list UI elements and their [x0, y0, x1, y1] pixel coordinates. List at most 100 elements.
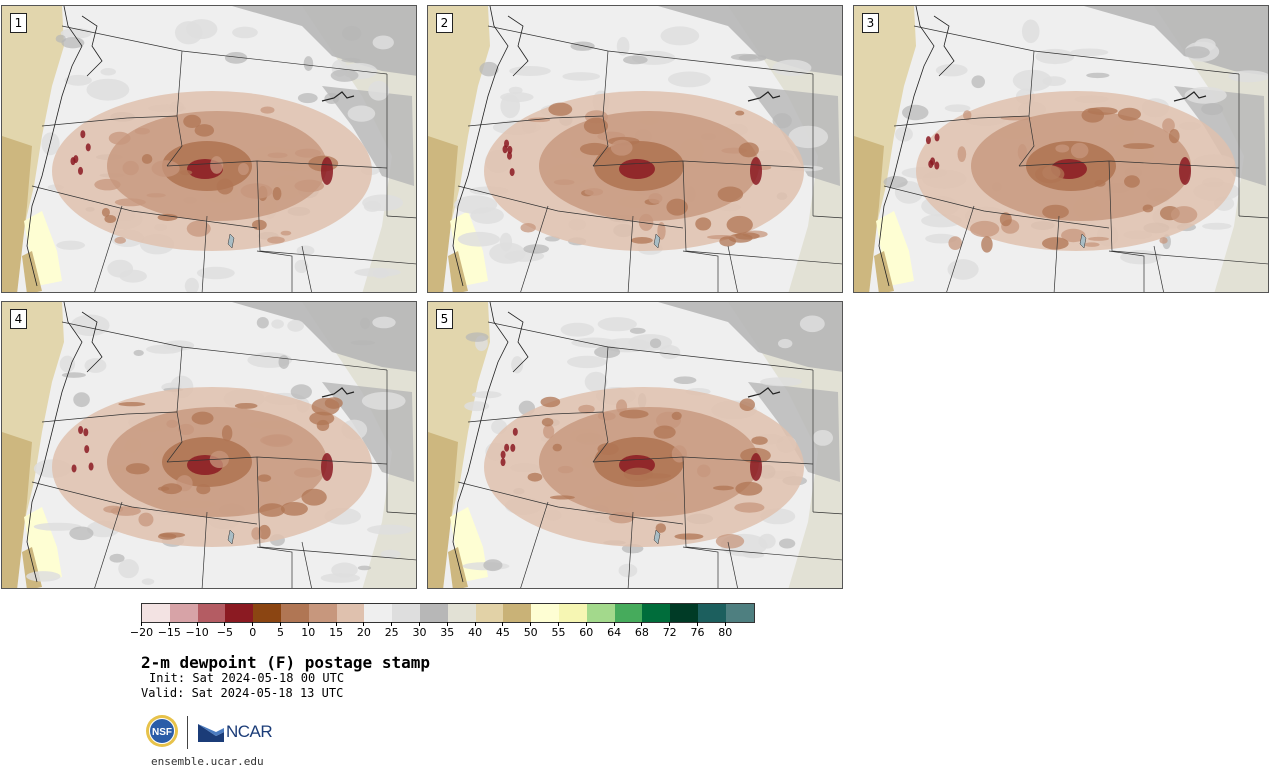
member-panel-4: 4	[1, 301, 417, 589]
dry-spot	[925, 136, 931, 145]
dry-patch	[735, 481, 763, 496]
moisture-patch	[59, 355, 76, 373]
valley-edge	[22, 251, 42, 292]
colorbar-swatch	[531, 604, 559, 622]
moisture-patch	[1184, 86, 1227, 104]
moisture-patch	[297, 92, 318, 104]
dry-spot	[934, 161, 940, 170]
colorbar-tick-label: 55	[551, 626, 566, 639]
colorbar-swatch	[308, 604, 337, 622]
dry-patch	[608, 511, 635, 524]
colorbar-tick	[502, 622, 504, 626]
dry-patch	[146, 193, 166, 198]
state-boundary	[256, 546, 293, 588]
dry-patch	[963, 110, 972, 121]
moist-region-north	[1084, 6, 1268, 76]
colorbar-tick-label: −5	[216, 626, 233, 639]
dry-patch	[114, 198, 146, 207]
dry-patch	[1123, 143, 1155, 150]
moisture-patch	[303, 56, 314, 71]
lake	[653, 233, 661, 249]
state-boundary	[467, 115, 604, 127]
dry-patch	[1087, 236, 1110, 241]
moist-region-north	[232, 6, 416, 76]
dry-spot	[500, 450, 506, 459]
dry-spot	[88, 462, 94, 471]
colorbar-tick	[196, 622, 198, 626]
dry-patch	[178, 423, 195, 436]
dry-patch	[671, 411, 682, 421]
dewpoint-map	[2, 302, 416, 588]
moisture-patch	[278, 355, 290, 369]
coastline	[452, 6, 509, 287]
init-time: Init: Sat 2024-05-18 00 UTC	[149, 671, 345, 685]
moisture-patch	[560, 322, 595, 337]
moisture-patch	[935, 64, 968, 77]
state-boundary	[457, 481, 684, 525]
colorbar-tick	[724, 622, 726, 626]
colorbar-tick-label: −10	[185, 626, 209, 639]
coast-region	[854, 136, 884, 292]
plains-region	[302, 302, 416, 588]
colorbar-swatch	[670, 604, 698, 622]
dry-patch	[520, 222, 536, 233]
state-boundary	[386, 215, 416, 219]
moisture-patch	[457, 231, 501, 247]
dry-patch	[151, 160, 180, 177]
moisture-patch	[141, 578, 155, 585]
colorbar-tick-label: 45	[495, 626, 510, 639]
moisture-patch	[224, 51, 248, 64]
moisture-patch	[357, 565, 372, 571]
ncar-mark-icon	[198, 724, 224, 742]
coast-region	[428, 432, 458, 588]
moisture-patch	[523, 244, 550, 254]
coast-region	[2, 432, 32, 588]
coastline	[26, 6, 83, 287]
dry-patch	[1042, 204, 1069, 219]
dry-patch	[981, 236, 993, 253]
sound-coastline	[81, 15, 103, 77]
moisture-patch	[760, 377, 803, 387]
dry-patch	[216, 178, 234, 195]
plains-region	[302, 6, 416, 292]
moisture-patch	[290, 384, 312, 400]
moisture-patch	[347, 105, 376, 122]
dry-patch	[616, 399, 628, 414]
colorbar-tick	[307, 622, 309, 626]
dry-patch	[540, 396, 561, 408]
dry-patch	[548, 102, 573, 116]
colorbar-tick	[419, 622, 420, 626]
state-boundary	[41, 115, 178, 127]
dry-patch	[138, 512, 154, 527]
colorbar-swatch	[447, 604, 476, 622]
dry-patch	[657, 222, 666, 240]
dewpoint-map	[428, 302, 842, 588]
moisture-patch	[380, 549, 401, 559]
dry-core	[619, 159, 655, 179]
state-boundary	[457, 185, 684, 229]
colorbar-tick	[669, 622, 671, 626]
sound-coastline	[933, 15, 955, 77]
dry-patch	[280, 230, 292, 236]
moisture-patch	[509, 66, 551, 76]
dry-patch	[157, 213, 178, 221]
moisture-patch	[41, 132, 60, 156]
dry-patch	[309, 411, 335, 426]
dry-patch	[527, 472, 543, 482]
coastline	[26, 302, 83, 583]
dry-patch	[717, 186, 744, 203]
dry-patch	[1124, 175, 1140, 188]
colorbar-swatch	[642, 604, 671, 622]
colorbar-swatch	[197, 604, 226, 622]
state-boundary	[1153, 245, 1164, 292]
moisture-patch	[772, 113, 792, 129]
state-boundary	[1018, 50, 1035, 167]
moisture-patch	[777, 338, 793, 349]
moisture-patch	[1120, 250, 1161, 265]
sound-coastline	[507, 311, 529, 373]
moisture-patch	[119, 269, 147, 283]
moisture-patch	[1183, 46, 1210, 59]
dry-patch	[751, 436, 768, 445]
moisture-patch	[271, 319, 284, 329]
moisture-patch	[367, 524, 413, 535]
